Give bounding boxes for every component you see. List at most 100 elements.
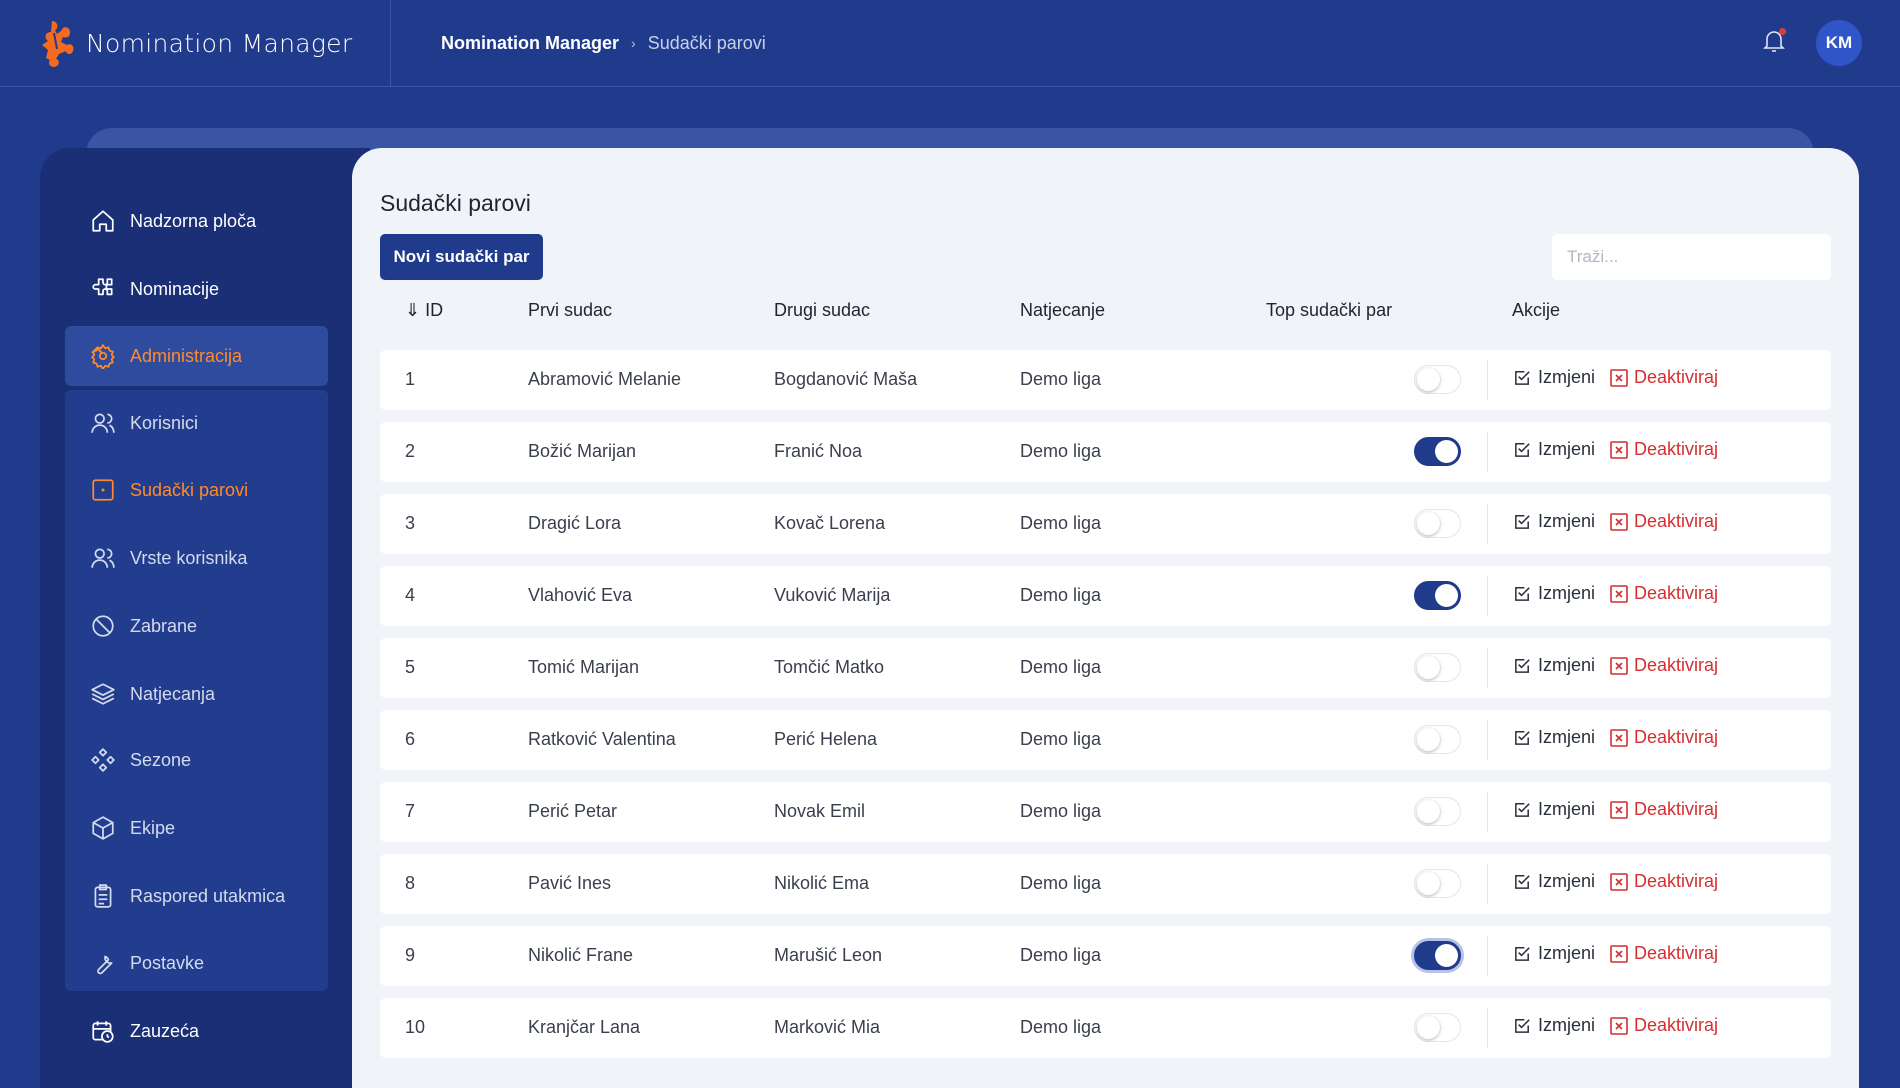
edit-label: Izmjeni <box>1538 1015 1596 1035</box>
users-icon <box>91 548 115 568</box>
sidebar-item-label: Nadzorna ploča <box>130 210 257 231</box>
sidebar-item-ekipe[interactable]: Ekipe <box>65 798 328 858</box>
edit-label: Izmjeni <box>1538 511 1596 531</box>
top-pair-toggle[interactable] <box>1414 797 1461 826</box>
top-pair-toggle[interactable] <box>1414 941 1461 970</box>
new-referee-pair-button[interactable]: Novi sudački par <box>380 234 543 280</box>
top-pair-toggle[interactable] <box>1414 509 1461 538</box>
sidebar-item-label: Raspored utakmica <box>130 885 286 906</box>
toggle-knob <box>1435 584 1458 607</box>
search-input[interactable] <box>1552 234 1831 280</box>
divider <box>1487 720 1488 760</box>
table-row: 7 Perić Petar Novak Emil Demo liga Izmjeni De… <box>380 782 1831 842</box>
edit-button[interactable]: Izmjeni <box>1513 511 1595 532</box>
edit-check-icon <box>1515 803 1530 817</box>
brand[interactable]: Nomination Manager <box>0 0 391 87</box>
edit-button[interactable]: Izmjeni <box>1513 583 1595 604</box>
deactivate-button[interactable]: Deaktiviraj <box>1610 583 1718 604</box>
deactivate-label: Deaktiviraj <box>1634 367 1719 387</box>
deactivate-label: Deaktiviraj <box>1634 871 1719 891</box>
column-header[interactable]: ⇓ ID <box>405 300 444 320</box>
sidebar-item-natjecanja[interactable]: Natjecanja <box>65 664 328 724</box>
edit-button[interactable]: Izmjeni <box>1513 727 1595 748</box>
top-pair-toggle[interactable] <box>1414 653 1461 682</box>
cell-first: Tomić Marijan <box>528 657 640 677</box>
divider <box>1487 936 1488 976</box>
cell-second: Tomčić Matko <box>774 657 885 677</box>
notifications-button[interactable] <box>1762 28 1786 59</box>
sidebar-item-vrste-korisnika[interactable]: Vrste korisnika <box>65 528 328 588</box>
calendar-clock-icon <box>92 1021 114 1043</box>
wrench-icon <box>97 955 113 975</box>
sidebar-item-label: Zauzeća <box>130 1020 200 1041</box>
table-row: 4 Vlahović Eva Vuković Marija Demo liga Izmj… <box>380 566 1831 626</box>
edit-check-icon <box>1515 947 1530 961</box>
users-icon <box>91 413 115 433</box>
column-header: Natjecanje <box>1020 300 1106 320</box>
sidebar-item-korisnici[interactable]: Korisnici <box>65 393 328 453</box>
sidebar-item-label: Nominacije <box>130 278 220 299</box>
cell-comp: Demo liga <box>1020 369 1102 389</box>
deactivate-button[interactable]: Deaktiviraj <box>1610 871 1718 892</box>
app-name: Nomination Manager <box>86 28 353 58</box>
deactivate-button[interactable]: Deaktiviraj <box>1610 439 1718 460</box>
deactivate-label: Deaktiviraj <box>1634 439 1719 459</box>
top-pair-toggle[interactable] <box>1414 869 1461 898</box>
cell-first: Dragić Lora <box>528 513 622 533</box>
toggle-knob <box>1417 1016 1440 1039</box>
sidebar-item-nominacije[interactable]: Nominacije <box>65 259 328 319</box>
chevron-up-icon <box>91 346 103 354</box>
sidebar-item-nadzorna-plo-a[interactable]: Nadzorna ploča <box>65 191 328 251</box>
sidebar-item-raspored-utakmica[interactable]: Raspored utakmica <box>65 866 328 926</box>
divider <box>1487 504 1488 544</box>
sidebar-item-sezone[interactable]: Sezone <box>65 730 328 790</box>
deactivate-button[interactable]: Deaktiviraj <box>1610 511 1718 532</box>
close-box-icon <box>1610 512 1628 531</box>
sidebar-item-zauze-a[interactable]: Zauzeća <box>65 1001 328 1061</box>
sidebar-item-administracija[interactable]: Administracija <box>65 326 328 386</box>
edit-button[interactable]: Izmjeni <box>1513 1015 1595 1036</box>
edit-button[interactable]: Izmjeni <box>1513 367 1595 388</box>
sidebar-item-zabrane[interactable]: Zabrane <box>65 596 328 656</box>
toggle-knob <box>1417 800 1440 823</box>
deactivate-button[interactable]: Deaktiviraj <box>1610 727 1718 748</box>
edit-button[interactable]: Izmjeni <box>1513 655 1595 676</box>
puzzle-logo-icon <box>42 21 74 67</box>
sidebar-item-postavke[interactable]: Postavke <box>65 933 328 993</box>
sidebar-item-suda-ki-parovi[interactable]: Sudački parovi <box>65 460 328 520</box>
cell-second: Marušić Leon <box>774 945 883 965</box>
cell-id: 8 <box>405 873 416 893</box>
edit-check-icon <box>1515 371 1530 385</box>
top-pair-toggle[interactable] <box>1414 1013 1461 1042</box>
deactivate-button[interactable]: Deaktiviraj <box>1610 799 1718 820</box>
cell-id: 9 <box>405 945 416 965</box>
ban-icon <box>92 615 114 637</box>
edit-button[interactable]: Izmjeni <box>1513 799 1595 820</box>
notification-dot <box>1779 28 1786 35</box>
deactivate-label: Deaktiviraj <box>1634 799 1719 819</box>
cell-second: Franić Noa <box>774 441 863 461</box>
deactivate-button[interactable]: Deaktiviraj <box>1610 1015 1718 1036</box>
toggle-knob <box>1417 656 1440 679</box>
edit-button[interactable]: Izmjeni <box>1513 871 1595 892</box>
breadcrumb-root[interactable]: Nomination Manager <box>441 32 620 53</box>
top-pair-toggle[interactable] <box>1414 725 1461 754</box>
edit-label: Izmjeni <box>1538 727 1596 747</box>
sidebar-item-label: Ekipe <box>130 817 176 838</box>
edit-button[interactable]: Izmjeni <box>1513 439 1595 460</box>
deactivate-button[interactable]: Deaktiviraj <box>1610 367 1718 388</box>
deactivate-label: Deaktiviraj <box>1634 655 1719 675</box>
cell-id: 2 <box>405 441 416 461</box>
puzzle-icon <box>92 278 113 296</box>
close-box-icon <box>1610 944 1628 963</box>
divider <box>1487 1008 1488 1048</box>
deactivate-button[interactable]: Deaktiviraj <box>1610 943 1718 964</box>
table-row: 3 Dragić Lora Kovač Lorena Demo liga Izmjeni… <box>380 494 1831 554</box>
top-pair-toggle[interactable] <box>1414 437 1461 466</box>
cell-comp: Demo liga <box>1020 585 1102 605</box>
avatar[interactable]: KM <box>1816 20 1862 66</box>
deactivate-button[interactable]: Deaktiviraj <box>1610 655 1718 676</box>
top-pair-toggle[interactable] <box>1414 581 1461 610</box>
top-pair-toggle[interactable] <box>1414 365 1461 394</box>
edit-button[interactable]: Izmjeni <box>1513 943 1595 964</box>
